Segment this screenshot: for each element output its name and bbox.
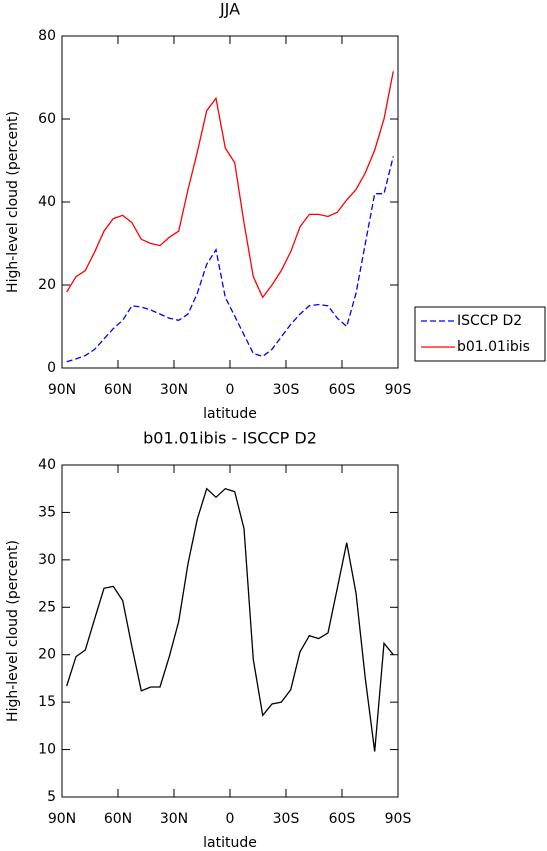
data-line bbox=[66, 156, 394, 363]
y-axis-label: High-level cloud (percent) bbox=[5, 111, 21, 293]
plot-frame bbox=[61, 464, 399, 798]
y-tick-label: 15 bbox=[38, 694, 56, 710]
x-tick-label: 30N bbox=[160, 811, 188, 827]
x-tick-label: 30S bbox=[273, 382, 300, 398]
y-axis-label: High-level cloud (percent) bbox=[5, 540, 21, 722]
y-tick-label: 0 bbox=[47, 360, 56, 376]
y-tick-label: 20 bbox=[38, 277, 56, 293]
y-tick-label: 35 bbox=[38, 504, 56, 520]
x-tick-label: 60S bbox=[329, 382, 356, 398]
y-tick-label: 25 bbox=[38, 599, 56, 615]
y-tick-label: 30 bbox=[38, 552, 56, 568]
x-tick-label: 90S bbox=[385, 811, 412, 827]
y-tick-label: 10 bbox=[38, 742, 56, 758]
data-line bbox=[66, 487, 394, 752]
y-tick-label: 5 bbox=[47, 789, 56, 805]
chart-title: JJA bbox=[219, 0, 240, 19]
x-tick-label: 90S bbox=[385, 382, 412, 398]
plot-frame bbox=[61, 35, 399, 369]
x-tick-label: 60S bbox=[329, 811, 356, 827]
x-tick-label: 90N bbox=[48, 382, 76, 398]
y-tick-label: 60 bbox=[38, 111, 56, 127]
x-tick-label: 30S bbox=[273, 811, 300, 827]
x-tick-label: 60N bbox=[104, 382, 132, 398]
y-tick-label: 40 bbox=[38, 457, 56, 473]
x-axis-label: latitude bbox=[203, 406, 257, 422]
data-line bbox=[66, 71, 394, 299]
y-tick-label: 20 bbox=[38, 647, 56, 663]
chart-title: b01.01ibis - ISCCP D2 bbox=[143, 429, 317, 448]
legend-label: b01.01ibis bbox=[457, 339, 530, 355]
legend-box bbox=[414, 306, 546, 362]
legend-label: ISCCP D2 bbox=[457, 313, 522, 329]
x-tick-label: 90N bbox=[48, 811, 76, 827]
y-tick-label: 80 bbox=[38, 28, 56, 44]
x-axis-label: latitude bbox=[203, 835, 257, 851]
x-tick-label: 0 bbox=[226, 382, 235, 398]
x-tick-label: 0 bbox=[226, 811, 235, 827]
x-tick-label: 60N bbox=[104, 811, 132, 827]
y-tick-label: 40 bbox=[38, 194, 56, 210]
x-tick-label: 30N bbox=[160, 382, 188, 398]
